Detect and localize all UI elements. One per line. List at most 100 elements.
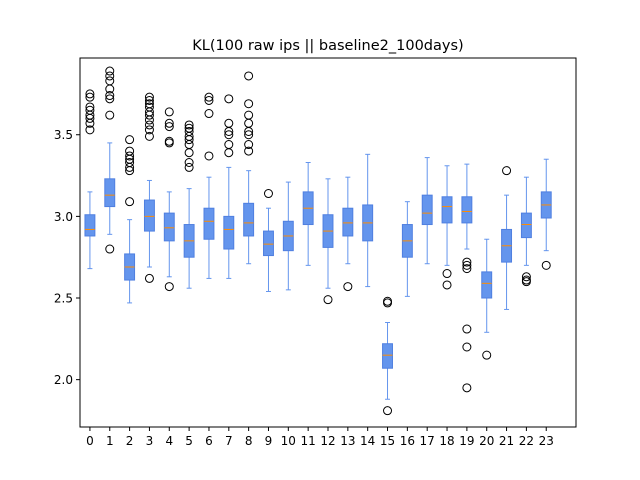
x-tick-label: 9 xyxy=(265,434,273,448)
outlier-point xyxy=(105,91,115,101)
box-group-4 xyxy=(163,107,175,292)
outlier-point xyxy=(442,269,452,279)
outlier-point xyxy=(184,123,194,133)
outlier-point xyxy=(244,118,254,128)
box-group-12 xyxy=(322,178,334,305)
box-iqr xyxy=(223,215,235,250)
outlier-point xyxy=(164,118,174,128)
outlier-point xyxy=(244,110,254,120)
box-group-8 xyxy=(243,71,255,265)
box-iqr xyxy=(520,212,532,239)
box-group-13 xyxy=(342,176,354,292)
outlier-point xyxy=(144,115,154,125)
x-tick-label: 23 xyxy=(539,434,554,448)
outlier-point xyxy=(164,107,174,117)
outlier-point xyxy=(184,162,194,172)
outlier-point xyxy=(144,125,154,135)
outlier-point xyxy=(125,151,135,161)
x-tick-label: 8 xyxy=(245,434,253,448)
x-tick-label: 0 xyxy=(86,434,94,448)
outlier-point xyxy=(224,130,234,140)
outlier-point xyxy=(85,92,95,102)
outlier-point xyxy=(144,99,154,109)
outlier-point xyxy=(144,273,154,283)
outlier-point xyxy=(105,244,115,254)
box-iqr xyxy=(481,271,493,299)
outlier-point xyxy=(125,157,135,167)
box-iqr xyxy=(163,212,175,242)
x-tick-label: 2 xyxy=(126,434,134,448)
x-tick-label: 19 xyxy=(459,434,474,448)
x-tick-label: 12 xyxy=(320,434,335,448)
outlier-point xyxy=(184,140,194,150)
box-group-18 xyxy=(441,165,453,290)
outlier-point xyxy=(144,102,154,112)
outlier-point xyxy=(442,280,452,290)
box-iqr xyxy=(421,194,433,226)
outlier-point xyxy=(144,120,154,130)
outlier-point xyxy=(224,140,234,150)
outlier-point xyxy=(462,324,472,334)
outlier-point xyxy=(125,135,135,145)
outlier-point xyxy=(462,257,472,267)
outlier-point xyxy=(85,125,95,135)
outlier-point xyxy=(502,166,512,176)
outlier-point xyxy=(244,99,254,109)
outlier-point xyxy=(184,126,194,136)
outlier-point xyxy=(204,151,214,161)
outlier-point xyxy=(85,89,95,99)
x-tick-label: 1 xyxy=(106,434,114,448)
box-iqr xyxy=(342,207,354,237)
outlier-point xyxy=(204,95,214,105)
box-iqr xyxy=(203,207,215,240)
outlier-point xyxy=(383,296,393,306)
box-iqr xyxy=(143,199,155,232)
box-group-20 xyxy=(481,238,493,360)
outlier-point xyxy=(164,122,174,132)
outlier-point xyxy=(105,76,115,86)
box-group-16 xyxy=(401,201,413,297)
y-tick-label: 3.5 xyxy=(54,128,73,142)
outlier-point xyxy=(224,148,234,158)
outlier-point xyxy=(105,110,115,120)
outlier-point xyxy=(462,342,472,352)
x-tick-label: 20 xyxy=(479,434,494,448)
outlier-point xyxy=(204,109,214,119)
x-tick-label: 17 xyxy=(420,434,435,448)
x-tick-label: 16 xyxy=(400,434,415,448)
x-tick-label: 21 xyxy=(499,434,514,448)
box-iqr xyxy=(243,202,255,237)
box-group-6 xyxy=(203,92,215,279)
box-iqr xyxy=(263,230,274,257)
x-tick-label: 11 xyxy=(301,434,316,448)
outlier-point xyxy=(164,282,174,292)
outlier-point xyxy=(482,350,492,360)
y-tick-label: 3.0 xyxy=(54,210,73,224)
y-tick-label: 2.0 xyxy=(54,373,73,387)
outlier-point xyxy=(125,146,135,156)
outlier-point xyxy=(323,295,333,305)
x-tick-label: 22 xyxy=(519,434,534,448)
outlier-point xyxy=(184,157,194,167)
outlier-point xyxy=(462,383,472,393)
x-tick-label: 14 xyxy=(360,434,375,448)
box-iqr xyxy=(104,178,116,208)
outlier-point xyxy=(105,71,115,81)
outlier-point xyxy=(383,406,393,416)
box-iqr xyxy=(441,196,453,224)
box-iqr xyxy=(382,343,393,369)
box-group-1 xyxy=(104,66,116,254)
x-tick-label: 13 xyxy=(340,434,355,448)
y-tick-label: 2.5 xyxy=(54,292,73,306)
outlier-point xyxy=(244,140,254,150)
box-group-21 xyxy=(501,166,513,310)
plot-area xyxy=(84,66,552,416)
box-group-15 xyxy=(382,296,393,416)
outlier-point xyxy=(224,118,234,128)
outlier-point xyxy=(85,105,95,115)
x-tick-label: 10 xyxy=(281,434,296,448)
x-tick-label: 5 xyxy=(185,434,193,448)
outlier-point xyxy=(184,148,194,158)
outlier-point xyxy=(521,272,531,282)
